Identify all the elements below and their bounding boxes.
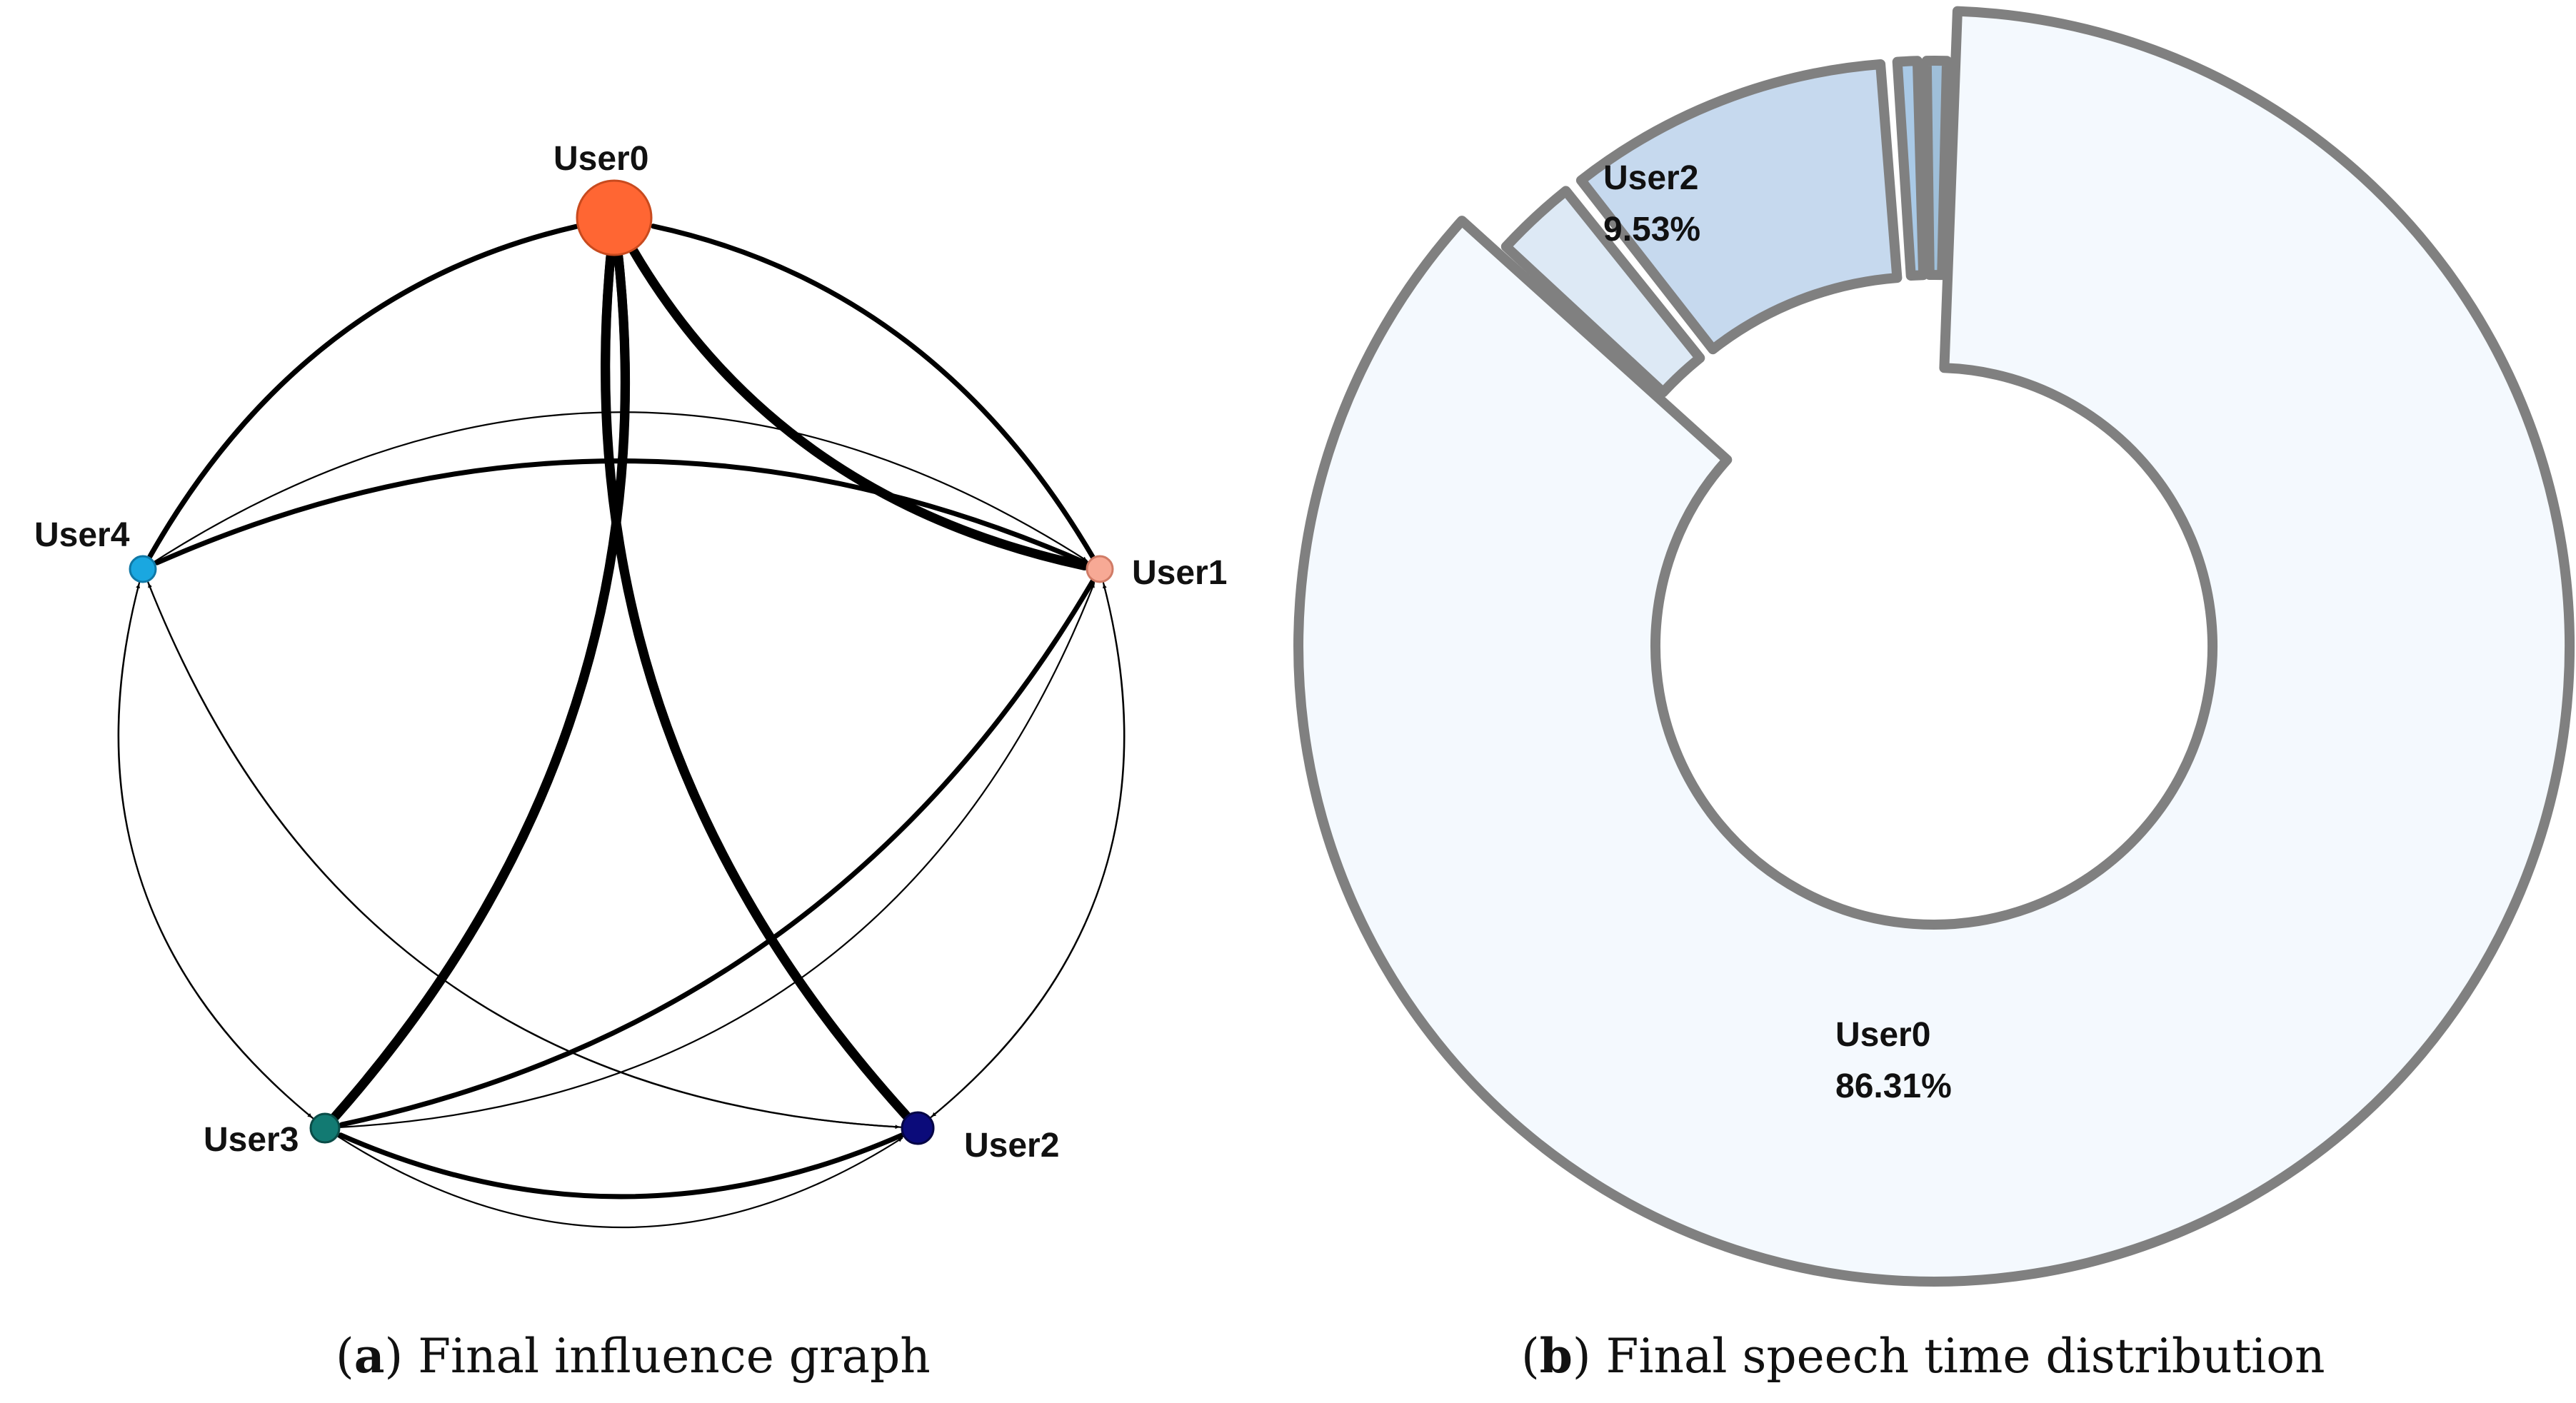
edge-user2-to-user1 — [928, 583, 1126, 1120]
edge-user4-to-user0 — [146, 224, 578, 560]
edge-user4-to-user2 — [146, 580, 901, 1130]
speech-time-donut-chart: User0 86.31% User2 9.53% — [1293, 6, 2575, 1287]
node-label-user0: User0 — [553, 140, 648, 178]
node-label-user2: User2 — [964, 1127, 1059, 1165]
edge-user3-to-user0 — [329, 253, 631, 1122]
donut-value-user0: 86.31% — [1835, 1067, 1952, 1105]
donut-slice-user4 — [1921, 56, 1953, 281]
donut-value-user2: 9.53% — [1603, 211, 1700, 248]
caption-a-letter: a — [354, 1328, 385, 1384]
donut-slice-user1 — [1500, 186, 1705, 398]
edge-user1-to-user0 — [651, 223, 1096, 560]
donut-label-user2: User2 — [1603, 159, 1698, 197]
caption-b-text: Final speech time distribution — [1590, 1329, 2325, 1384]
edge-user4-to-user3 — [118, 580, 313, 1118]
donut-slice-user2 — [1575, 59, 1903, 355]
caption-a: (a) Final influence graph — [336, 1328, 931, 1384]
caption-b-letter: b — [1539, 1328, 1573, 1384]
edge-user2-to-user4 — [148, 583, 903, 1128]
node-label-user3: User3 — [204, 1121, 299, 1159]
edge-user4-to-user1 — [153, 411, 1088, 563]
edge-user1-to-user2 — [931, 580, 1125, 1117]
node-user3 — [309, 1112, 341, 1144]
edge-user3-to-user4 — [117, 583, 315, 1120]
edge-user0-to-user1 — [628, 245, 1089, 570]
donut-slice-user3 — [1892, 56, 1929, 281]
node-user2 — [901, 1111, 935, 1145]
graph-edges — [117, 223, 1126, 1229]
donut-labels: User0 86.31% User2 9.53% — [1603, 159, 1952, 1105]
donut-slices — [1293, 6, 2575, 1287]
donut-label-user0: User0 — [1835, 1016, 1930, 1054]
node-user1 — [1086, 555, 1114, 583]
node-label-user1: User1 — [1132, 554, 1227, 592]
caption-a-text: Final influence graph — [403, 1329, 931, 1384]
node-user0 — [576, 179, 653, 256]
donut-slice-user0 — [1293, 6, 2575, 1287]
edge-user2-to-user3 — [338, 1132, 906, 1200]
edge-user2-to-user0 — [601, 253, 912, 1122]
node-label-user4: User4 — [34, 516, 130, 554]
graph-nodes: User0 User1 User2 User3 User4 — [34, 140, 1227, 1165]
edge-user1-to-user4 — [154, 458, 1091, 567]
edge-user0-to-user4 — [148, 223, 581, 558]
influence-graph: User0 User1 User2 User3 User4 — [34, 140, 1227, 1229]
edge-user3-to-user1 — [338, 583, 1095, 1128]
edge-user1-to-user3 — [339, 578, 1096, 1127]
edge-user3-to-user2 — [336, 1135, 903, 1229]
caption-b: (b) Final speech time distribution — [1521, 1328, 2325, 1384]
node-user4 — [129, 555, 157, 583]
